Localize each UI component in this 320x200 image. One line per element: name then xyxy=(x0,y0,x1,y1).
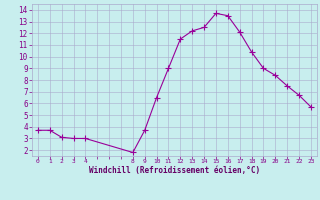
X-axis label: Windchill (Refroidissement éolien,°C): Windchill (Refroidissement éolien,°C) xyxy=(89,166,260,175)
